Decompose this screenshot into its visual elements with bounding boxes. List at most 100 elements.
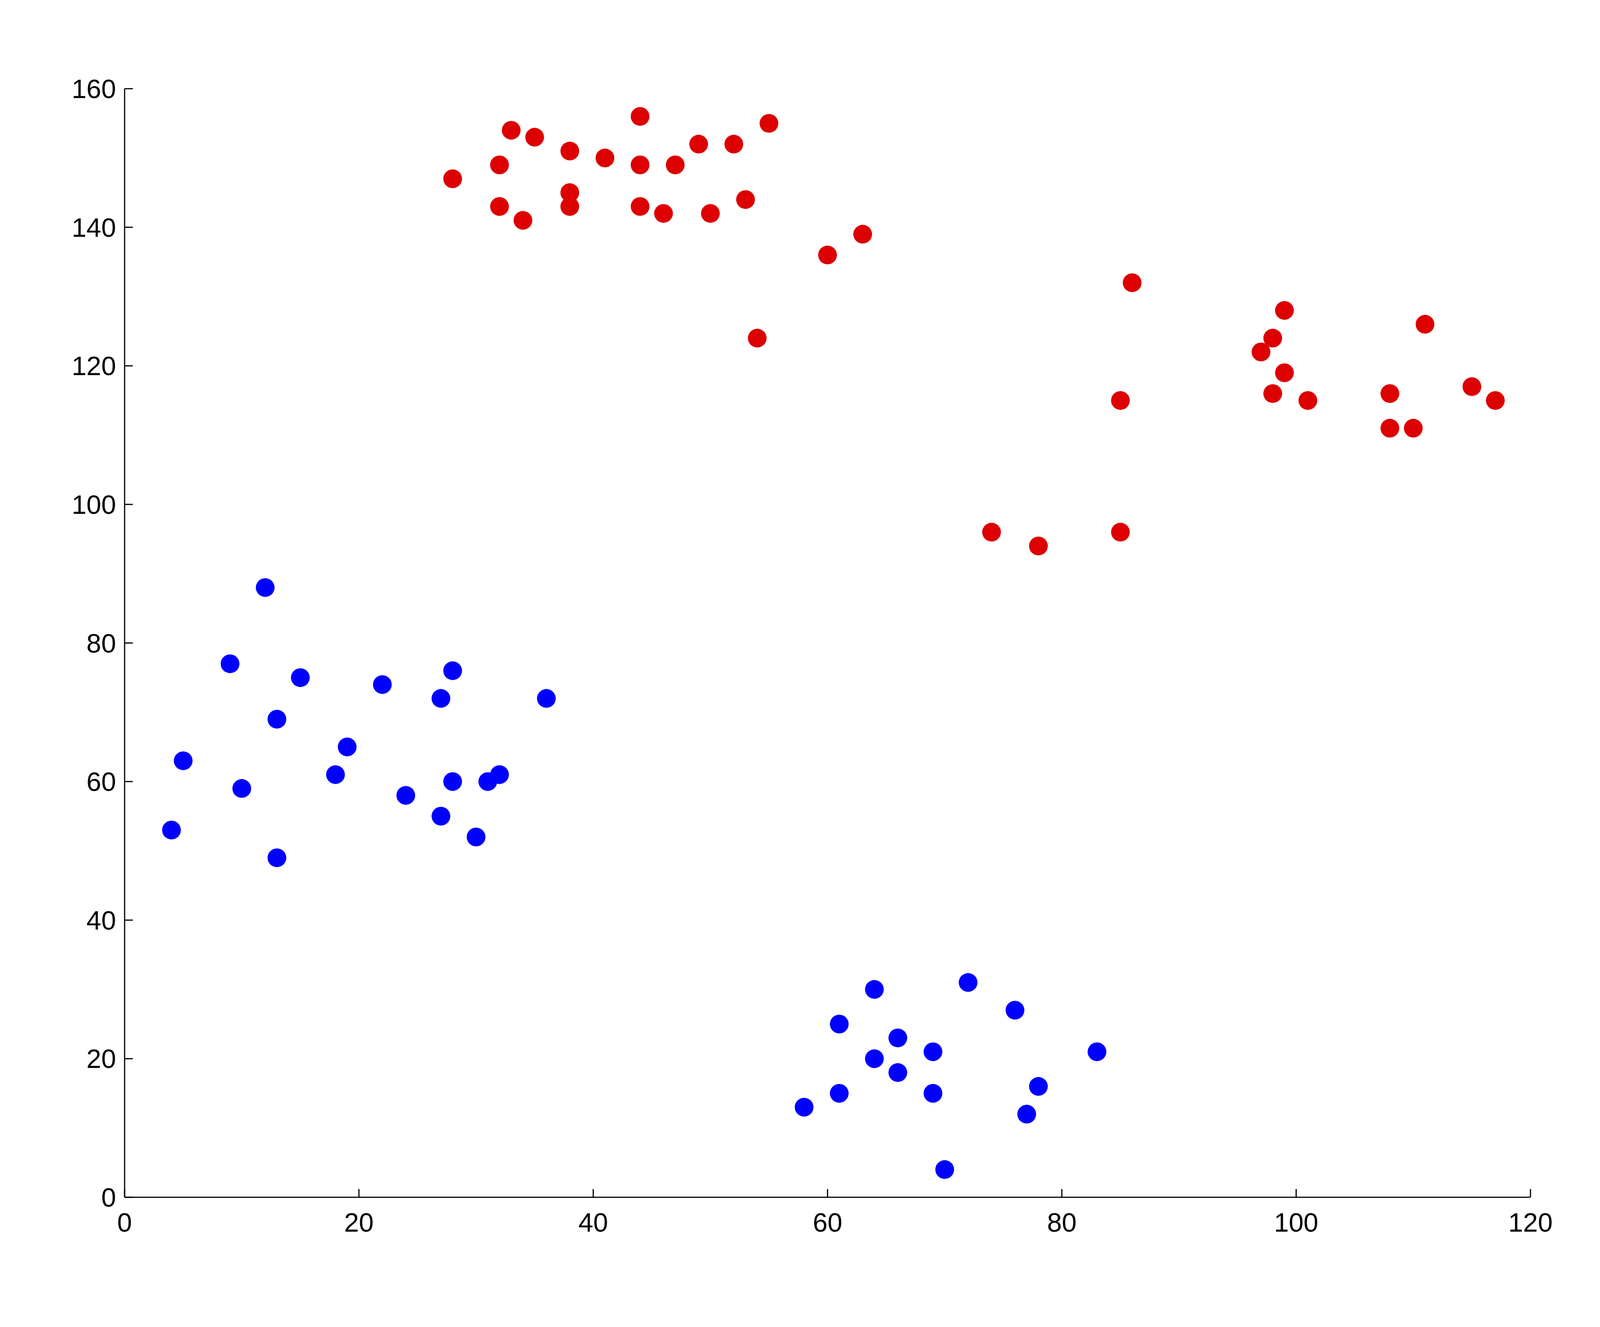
x-tick: [1061, 1188, 1063, 1197]
point: [724, 134, 744, 154]
x-tick: [592, 1188, 594, 1197]
point: [560, 196, 580, 216]
y-tick: [124, 780, 133, 783]
point: [1415, 314, 1435, 334]
x-tick-label: 0: [117, 1207, 133, 1237]
point: [829, 1014, 849, 1034]
point: [232, 778, 252, 798]
x-tick-label: 40: [578, 1207, 609, 1237]
point: [1485, 391, 1505, 410]
x-tick-label: 120: [1508, 1207, 1553, 1237]
point: [443, 771, 463, 791]
y-tick-label: 80: [86, 628, 117, 658]
point: [490, 196, 509, 216]
point: [1028, 536, 1048, 556]
point: [666, 155, 685, 175]
point: [443, 169, 463, 189]
y-tick-label: 160: [71, 73, 117, 104]
x-tick: [1295, 1188, 1297, 1197]
point: [888, 1062, 908, 1082]
point: [173, 751, 193, 770]
axes: 020406080100120020406080100120140160: [71, 73, 1553, 1237]
x-tick: [358, 1188, 360, 1197]
point: [701, 203, 720, 223]
point: [982, 522, 1001, 542]
y-tick-label: 100: [71, 489, 117, 520]
point: [267, 848, 287, 867]
point: [794, 1097, 814, 1117]
point: [1110, 391, 1130, 410]
point: [326, 764, 345, 784]
x-tick-label: 100: [1273, 1207, 1318, 1237]
chart: 020406080100120020406080100120140160: [0, 0, 1600, 1327]
point: [736, 190, 756, 209]
point: [1298, 391, 1318, 410]
point: [1263, 383, 1283, 403]
point: [1110, 522, 1130, 542]
point: [923, 1083, 943, 1103]
point: [1275, 300, 1294, 320]
point: [1087, 1042, 1107, 1061]
y-tick: [124, 226, 133, 228]
x-tick-label: 80: [1047, 1207, 1077, 1237]
y-tick-label: 60: [86, 766, 117, 797]
point: [1028, 1076, 1048, 1096]
point: [1005, 1000, 1025, 1020]
point: [560, 141, 580, 161]
point: [162, 820, 181, 840]
point: [220, 654, 240, 674]
point: [829, 1083, 849, 1103]
point: [337, 737, 357, 756]
y-tick-label: 120: [71, 350, 117, 381]
point: [466, 827, 486, 847]
point: [501, 120, 521, 140]
y-tick-label: 40: [86, 905, 117, 935]
point: [1017, 1104, 1036, 1124]
point: [1263, 328, 1283, 348]
series: [162, 578, 1107, 1179]
point: [255, 578, 275, 597]
y-tick: [124, 642, 133, 644]
point: [864, 979, 884, 999]
point: [654, 203, 674, 223]
point: [490, 764, 509, 784]
point: [1275, 363, 1294, 383]
x-tick-label: 20: [344, 1207, 374, 1237]
point: [1403, 418, 1423, 438]
y-tick-label: 140: [71, 212, 117, 243]
point: [373, 675, 392, 694]
y-tick: [124, 503, 133, 505]
y-tick: [124, 365, 133, 367]
point: [537, 688, 556, 708]
point: [291, 667, 310, 687]
plot-area: [162, 107, 1505, 1179]
point: [490, 155, 509, 175]
point: [935, 1159, 954, 1179]
point: [1122, 273, 1142, 292]
point: [630, 196, 650, 216]
y-tick: [124, 1196, 133, 1198]
x-tick: [124, 1188, 126, 1197]
series: [443, 107, 1505, 556]
point: [396, 785, 416, 805]
point: [689, 134, 709, 154]
y-tick: [124, 1057, 133, 1059]
point: [595, 148, 615, 168]
point: [267, 709, 287, 729]
point: [630, 107, 650, 126]
point: [431, 688, 451, 708]
point: [525, 127, 545, 147]
y-tick: [124, 88, 133, 90]
point: [1380, 383, 1400, 403]
point: [513, 210, 533, 230]
point: [888, 1028, 908, 1047]
y-tick: [124, 919, 133, 921]
point: [748, 328, 767, 348]
point: [1462, 376, 1482, 396]
point: [923, 1042, 943, 1061]
y-tick-label: 20: [86, 1043, 117, 1074]
point: [443, 660, 463, 680]
point: [759, 114, 779, 133]
x-tick-label: 60: [812, 1207, 843, 1237]
point: [958, 972, 978, 992]
